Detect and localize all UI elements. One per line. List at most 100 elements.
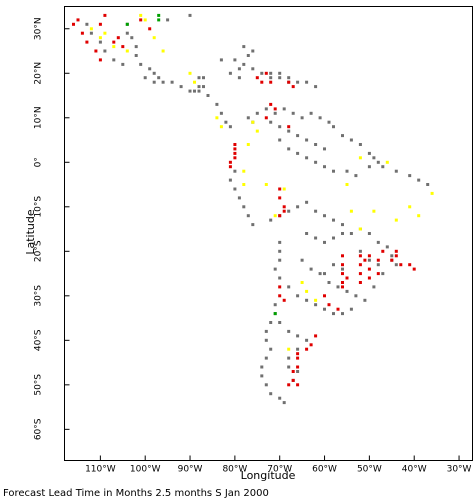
grid-cell-yellow [251,120,255,124]
grid-cell-gray [278,76,282,80]
grid-cell-red [278,187,282,191]
grid-cell-gray [349,307,353,311]
grid-cell-gray [278,396,282,400]
grid-cell-gray [278,125,282,129]
grid-cell-gray [278,258,282,262]
grid-cell-gray [197,76,201,80]
grid-cell-yellow [89,27,93,31]
grid-cell-gray [251,67,255,71]
grid-cell-red [287,125,291,129]
grid-cell-gray [251,49,255,53]
grid-cell-gray [305,338,309,342]
grid-cell-gray [296,334,300,338]
grid-cell-red [278,285,282,289]
grid-cell-yellow [314,298,318,302]
grid-cell-gray [367,151,371,155]
grid-cell-yellow [152,36,156,40]
grid-cell-gray [296,205,300,209]
x-tick-label: 80°W [222,465,247,475]
grid-cell-yellow [242,183,246,186]
x-tick-label: 60°W [312,465,337,475]
grid-cell-gray [287,365,291,369]
grid-cell-gray [224,120,228,124]
grid-cell-yellow [372,209,376,213]
grid-cell-gray [152,80,156,84]
grid-cell-gray [112,58,116,62]
grid-cell-gray [354,294,358,298]
grid-cell-gray [206,94,210,97]
grid-cell-gray [278,321,282,324]
grid-cell-red [291,378,295,382]
grid-cell-gray [287,76,291,80]
grid-cell-gray [341,312,344,316]
grid-cell-red [278,214,282,218]
grid-cell-gray [323,147,326,151]
grid-cell-gray [332,312,335,316]
grid-cell-yellow [215,116,219,120]
grid-cell-red [341,254,344,258]
x-tick-label: 100°W [130,465,161,475]
grid-cell-gray [341,232,344,235]
grid-cell-gray [233,58,237,62]
grid-cell-red [264,71,268,75]
grid-cell-gray [237,196,241,200]
grid-cell-gray [314,209,318,213]
grid-cell-gray [394,263,398,267]
grid-cell-gray [381,272,385,276]
grid-cell-red [358,272,362,276]
grid-cell-red [139,18,143,22]
grid-cell-red [309,343,313,347]
grid-cell-red [367,254,371,258]
grid-cell-red [233,143,237,146]
grid-cell-red [376,272,380,276]
grid-cell-yellow [287,347,291,351]
grid-cell-gray [246,214,250,218]
grid-cell-red [367,276,371,280]
grid-cell-gray [296,80,300,84]
grid-cell-gray [314,160,318,164]
grid-cell-gray [332,218,335,222]
grid-cell-gray [305,232,309,235]
grid-cell-gray [269,218,273,222]
x-tick-label: 40°W [402,465,427,475]
y-tick-label: 30°S [34,285,44,307]
y-tick-label: 30°N [34,17,44,40]
grid-cell-gray [242,45,246,49]
grid-cell-red [282,205,286,209]
grid-cell-red [345,276,349,280]
grid-cell-gray [264,383,268,387]
grid-cell-yellow [349,209,353,213]
grid-cell-gray [381,165,385,169]
grid-cell-gray [269,321,273,324]
grid-cell-gray [157,76,161,80]
grid-cell-gray [336,285,340,289]
grid-cell-yellow [98,36,102,40]
grid-cell-gray [349,138,353,142]
grid-cell-gray [219,58,223,62]
grid-cell-gray [130,36,134,40]
grid-cell-gray [255,111,259,115]
grid-cell-red [282,298,286,302]
grid-cell-red [94,49,98,53]
grid-cell-green [157,13,161,17]
grid-cell-gray [327,120,331,124]
grid-cell-gray [188,13,192,17]
grid-cell-red [269,80,273,84]
grid-cell-red [363,258,367,262]
grid-cell-gray [309,111,313,115]
x-tick-label: 110°W [85,465,116,475]
grid-cell-gray [341,223,344,227]
grid-cell-gray [332,125,335,129]
grid-cell-gray [385,245,389,249]
grid-cell-gray [264,356,268,360]
grid-cell-yellow [264,183,268,186]
grid-cell-gray [188,89,192,93]
grid-cell-yellow [273,214,277,218]
x-tick-label: 90°W [178,465,203,475]
grid-cell-gray [260,71,264,75]
grid-cell-red [412,267,416,271]
grid-cell-gray [152,71,156,75]
grid-cell-yellow [193,80,196,84]
grid-cell-gray [372,156,376,160]
grid-cell-gray [327,281,331,284]
